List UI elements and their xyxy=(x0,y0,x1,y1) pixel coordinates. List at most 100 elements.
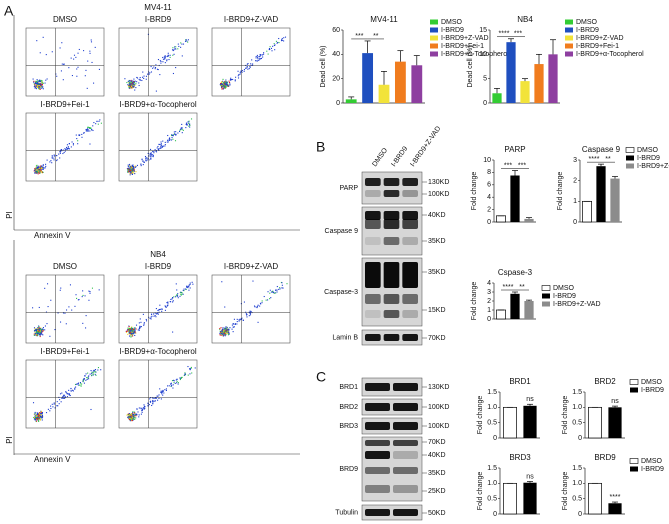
event-dot xyxy=(34,416,36,418)
event-dot xyxy=(128,169,130,171)
event-dot xyxy=(160,143,162,145)
event-dot xyxy=(53,157,55,159)
event-dot xyxy=(131,86,133,88)
event-dot xyxy=(260,54,262,56)
event-dot xyxy=(36,416,38,418)
bar xyxy=(345,99,357,103)
event-dot xyxy=(232,323,234,325)
event-dot xyxy=(171,49,174,51)
event-dot xyxy=(227,332,229,334)
event-dot xyxy=(42,330,44,332)
event-dot xyxy=(236,321,238,323)
event-dot xyxy=(128,80,130,82)
event-dot xyxy=(177,295,179,297)
event-dot xyxy=(277,41,279,44)
event-dot xyxy=(128,87,130,89)
bar xyxy=(362,53,374,103)
event-dot xyxy=(220,330,222,332)
event-dot xyxy=(69,393,71,395)
event-dot xyxy=(127,327,129,329)
bar xyxy=(520,81,530,103)
event-dot xyxy=(57,405,59,407)
event-dot xyxy=(153,400,155,402)
event-dot xyxy=(131,327,133,329)
legend-swatch xyxy=(565,35,573,41)
event-dot xyxy=(127,413,129,415)
event-dot xyxy=(152,397,154,399)
y-tick-label: 1.0 xyxy=(572,404,582,411)
event-dot xyxy=(43,167,45,169)
event-dot xyxy=(81,383,83,385)
event-dot xyxy=(157,68,159,71)
event-dot xyxy=(152,399,154,402)
y-tick-label: 0 xyxy=(573,219,577,226)
event-dot xyxy=(77,299,79,301)
event-dot xyxy=(222,332,224,334)
event-dot xyxy=(37,416,39,419)
chart-title: Caspase 9 xyxy=(582,145,621,154)
event-dot xyxy=(34,84,36,86)
blot-strip xyxy=(361,171,423,205)
event-dot xyxy=(175,133,177,135)
event-dot xyxy=(274,292,276,294)
event-dot xyxy=(53,155,55,157)
event-dot xyxy=(125,331,127,333)
blot-band xyxy=(402,294,418,304)
event-dot xyxy=(163,56,165,58)
event-dot xyxy=(152,154,154,156)
event-dot xyxy=(129,332,131,334)
event-dot xyxy=(35,416,37,418)
event-dot xyxy=(243,301,245,303)
event-dot xyxy=(36,81,38,83)
bar xyxy=(582,200,592,223)
event-dot xyxy=(173,379,175,381)
event-dot xyxy=(36,81,38,83)
y-tick-label: 0.5 xyxy=(572,420,582,427)
event-dot xyxy=(59,321,62,323)
event-dot xyxy=(93,122,95,124)
event-dot xyxy=(189,373,191,375)
y-tick-label: 0 xyxy=(336,100,340,107)
event-dot xyxy=(127,170,129,172)
event-dot xyxy=(256,305,259,307)
event-dot xyxy=(37,412,39,414)
y-axis-label: Dead cell (%) xyxy=(467,45,474,87)
event-dot xyxy=(152,403,154,405)
event-dot xyxy=(232,331,234,333)
event-dot xyxy=(38,415,40,417)
event-dot xyxy=(260,303,262,305)
group-title: MV4-11 xyxy=(144,3,172,12)
event-dot xyxy=(127,416,129,418)
event-dot xyxy=(37,332,39,334)
event-dot xyxy=(74,387,76,389)
event-dot xyxy=(128,329,130,331)
event-dot xyxy=(87,376,89,378)
event-dot xyxy=(168,139,171,141)
event-dot xyxy=(176,289,178,291)
event-dot xyxy=(243,69,245,71)
event-dot xyxy=(172,300,174,302)
event-dot xyxy=(225,332,227,335)
event-dot xyxy=(225,329,227,331)
event-dot xyxy=(41,84,43,86)
event-dot xyxy=(133,81,135,83)
event-dot xyxy=(40,416,42,418)
event-dot xyxy=(223,83,225,85)
event-dot xyxy=(60,70,62,72)
event-dot xyxy=(35,333,37,335)
event-dot xyxy=(132,329,134,331)
blot-band xyxy=(383,219,400,229)
event-dot xyxy=(34,415,36,417)
event-dot xyxy=(259,55,261,57)
event-dot xyxy=(87,377,89,379)
event-dot xyxy=(219,332,221,334)
event-dot xyxy=(160,391,162,393)
event-dot xyxy=(78,134,80,136)
event-dot xyxy=(224,329,226,331)
event-dot xyxy=(133,78,135,80)
event-dot xyxy=(76,75,78,77)
event-dot xyxy=(154,400,156,402)
y-tick-label: 1.5 xyxy=(572,389,582,396)
marker-label: 35KD xyxy=(428,269,446,276)
